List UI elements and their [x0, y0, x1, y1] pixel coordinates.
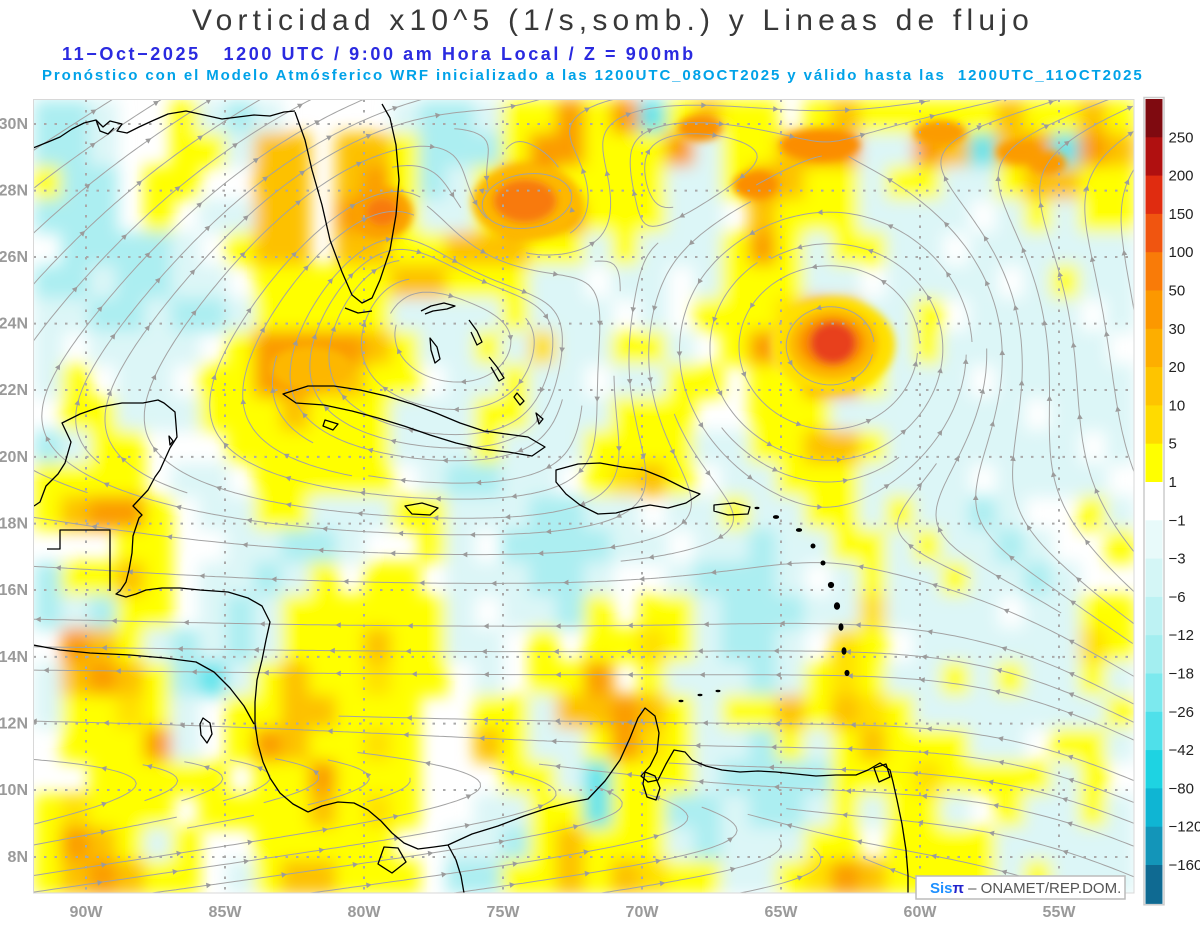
- svg-text:75W: 75W: [487, 904, 521, 921]
- svg-text:14N: 14N: [0, 649, 28, 666]
- svg-text:Sisπ – ONAMET/REP.DOM.: Sisπ – ONAMET/REP.DOM.: [930, 880, 1121, 897]
- svg-text:8N: 8N: [8, 849, 28, 866]
- svg-text:26N: 26N: [0, 249, 28, 266]
- svg-text:150: 150: [1169, 206, 1194, 223]
- svg-text:−42: −42: [1169, 742, 1194, 759]
- svg-text:85W: 85W: [209, 904, 243, 921]
- svg-text:−160: −160: [1169, 857, 1200, 874]
- svg-text:5: 5: [1169, 436, 1177, 453]
- svg-text:−6: −6: [1169, 589, 1186, 606]
- svg-text:20N: 20N: [0, 449, 28, 466]
- svg-text:55W: 55W: [1043, 904, 1077, 921]
- svg-text:60W: 60W: [904, 904, 938, 921]
- svg-text:30: 30: [1169, 321, 1186, 338]
- svg-text:70W: 70W: [626, 904, 660, 921]
- svg-text:50: 50: [1169, 283, 1186, 300]
- svg-text:100: 100: [1169, 244, 1194, 261]
- svg-text:22N: 22N: [0, 382, 28, 399]
- svg-text:−18: −18: [1169, 666, 1194, 683]
- svg-text:65W: 65W: [765, 904, 799, 921]
- svg-text:−3: −3: [1169, 551, 1186, 568]
- svg-text:20: 20: [1169, 359, 1186, 376]
- svg-text:10N: 10N: [0, 782, 28, 799]
- svg-text:−26: −26: [1169, 704, 1194, 721]
- svg-text:200: 200: [1169, 168, 1194, 185]
- svg-text:10: 10: [1169, 397, 1186, 414]
- svg-text:−12: −12: [1169, 627, 1194, 644]
- svg-text:−80: −80: [1169, 780, 1194, 797]
- svg-text:1: 1: [1169, 474, 1177, 491]
- svg-text:12N: 12N: [0, 716, 28, 733]
- svg-text:90W: 90W: [70, 904, 104, 921]
- svg-text:−120: −120: [1169, 819, 1200, 836]
- svg-text:24N: 24N: [0, 316, 28, 333]
- svg-text:−1: −1: [1169, 512, 1186, 529]
- svg-text:30N: 30N: [0, 116, 28, 133]
- svg-text:28N: 28N: [0, 183, 28, 200]
- svg-text:16N: 16N: [0, 582, 28, 599]
- svg-text:18N: 18N: [0, 516, 28, 533]
- svg-text:250: 250: [1169, 129, 1194, 146]
- svg-text:80W: 80W: [348, 904, 382, 921]
